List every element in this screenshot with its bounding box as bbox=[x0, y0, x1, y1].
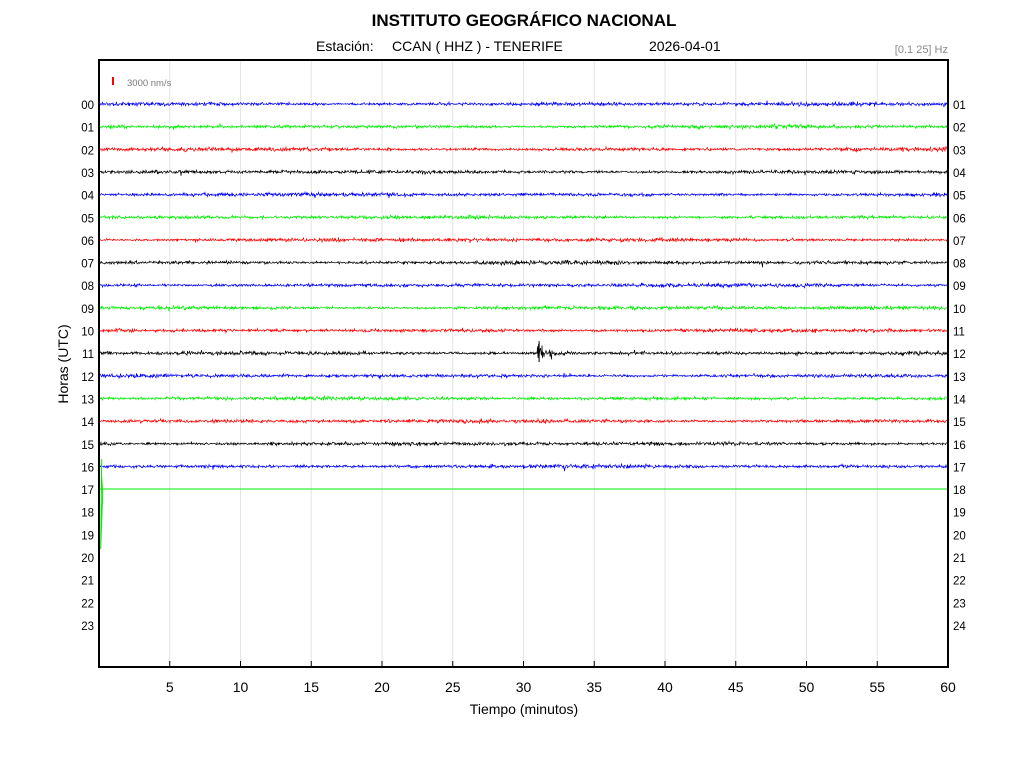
hour-label-right: 03 bbox=[953, 145, 966, 157]
hour-label-left: 15 bbox=[81, 440, 94, 452]
hour-label-left: 22 bbox=[81, 598, 94, 610]
hour-label-right: 11 bbox=[953, 327, 965, 339]
hour-label-left: 18 bbox=[81, 508, 94, 520]
scale-label: 3000 nm/s bbox=[127, 78, 172, 89]
x-axis-label: Tiempo (minutos) bbox=[470, 701, 578, 717]
hour-label-right: 09 bbox=[953, 281, 966, 293]
trace-hour-01 bbox=[98, 123, 949, 131]
trace-hour-16 bbox=[98, 462, 949, 472]
trace-hour-03 bbox=[98, 168, 948, 176]
trace-hour-13 bbox=[98, 394, 949, 402]
hour-label-left: 20 bbox=[81, 553, 94, 565]
right-hour-ticks: 01 02 03 04 05 06 07 08 09 10 11 12 13 14 15 16 17 18 19 20… bbox=[953, 100, 966, 633]
trace-hour-05 bbox=[98, 214, 949, 221]
hour-label-left: 02 bbox=[81, 145, 94, 157]
x-tick-label: 40 bbox=[657, 679, 673, 695]
x-tick-label: 10 bbox=[233, 679, 249, 695]
hour-label-right: 08 bbox=[953, 259, 966, 271]
trace-hour-00 bbox=[98, 100, 949, 108]
trace-hour-15 bbox=[98, 440, 949, 447]
hour-label-right: 24 bbox=[953, 621, 966, 633]
grid-lines bbox=[169, 60, 878, 667]
hour-label-left: 23 bbox=[81, 621, 94, 633]
x-axis-ticks: 5 10 15 20 25 30 35 40 45 50 55 60 bbox=[166, 661, 956, 695]
trace-hour-07 bbox=[98, 259, 949, 268]
hour-label-left: 00 bbox=[81, 100, 94, 112]
station-label: Estación: bbox=[316, 38, 374, 54]
x-tick-label: 60 bbox=[940, 679, 956, 695]
left-hour-ticks: 00 01 02 03 04 05 06 07 08 09 10 11 12 13 14 15 16 17 18 19… bbox=[81, 100, 94, 633]
hour-label-left: 21 bbox=[81, 576, 94, 588]
trace-hour-04 bbox=[98, 190, 949, 199]
hour-label-left: 06 bbox=[81, 236, 94, 248]
hour-label-left: 03 bbox=[81, 168, 94, 180]
trace-hour-12 bbox=[98, 372, 949, 380]
x-tick-label: 50 bbox=[799, 679, 815, 695]
hour-label-right: 19 bbox=[953, 508, 966, 520]
trace-group bbox=[98, 100, 949, 550]
hour-label-left: 16 bbox=[81, 462, 94, 474]
x-tick-label: 25 bbox=[445, 679, 461, 695]
trace-hour-06 bbox=[98, 236, 949, 244]
hour-label-left: 07 bbox=[81, 259, 94, 271]
hour-label-right: 05 bbox=[953, 191, 966, 203]
hour-label-right: 17 bbox=[953, 462, 966, 474]
trace-hour-02 bbox=[98, 145, 949, 154]
hour-label-left: 08 bbox=[81, 281, 94, 293]
event-spike bbox=[100, 458, 104, 550]
station-name: CCAN ( HHZ ) - TENERIFE bbox=[392, 38, 563, 54]
hour-label-right: 02 bbox=[953, 123, 966, 135]
hour-label-left: 12 bbox=[81, 372, 94, 384]
hour-label-left: 17 bbox=[81, 485, 94, 497]
trace-hour-10 bbox=[98, 327, 949, 334]
filter-band: [0.1 25] Hz bbox=[895, 44, 948, 56]
hour-label-left: 10 bbox=[81, 327, 94, 339]
x-tick-label: 20 bbox=[374, 679, 390, 695]
hour-label-right: 13 bbox=[953, 372, 966, 384]
hour-label-left: 19 bbox=[81, 530, 94, 542]
hour-label-left: 09 bbox=[81, 304, 94, 316]
x-tick-label: 55 bbox=[869, 679, 885, 695]
hour-label-right: 18 bbox=[953, 485, 966, 497]
record-date: 2026-04-01 bbox=[649, 38, 721, 54]
hour-label-left: 14 bbox=[81, 417, 94, 429]
trace-hour-09 bbox=[98, 304, 949, 312]
hour-label-right: 22 bbox=[953, 576, 966, 588]
hour-label-left: 05 bbox=[81, 213, 94, 225]
hour-label-right: 20 bbox=[953, 530, 966, 542]
scale-bar bbox=[112, 77, 114, 85]
hour-label-right: 10 bbox=[953, 304, 966, 316]
trace-hour-14 bbox=[98, 417, 949, 425]
hour-label-right: 04 bbox=[953, 168, 966, 180]
chart-title: INSTITUTO GEOGRÁFICO NACIONAL bbox=[372, 11, 677, 30]
trace-hour-08 bbox=[98, 281, 949, 289]
hour-label-right: 12 bbox=[953, 349, 966, 361]
x-tick-label: 15 bbox=[303, 679, 319, 695]
hour-label-left: 11 bbox=[82, 349, 94, 361]
trace-hour-11 bbox=[98, 343, 949, 360]
hour-label-right: 21 bbox=[953, 553, 966, 565]
hour-label-right: 23 bbox=[953, 598, 966, 610]
hour-label-right: 15 bbox=[953, 417, 966, 429]
hour-label-left: 01 bbox=[81, 123, 94, 135]
hour-label-left: 04 bbox=[81, 191, 94, 203]
x-tick-label: 45 bbox=[728, 679, 744, 695]
hour-label-right: 14 bbox=[953, 394, 966, 406]
x-tick-label: 35 bbox=[586, 679, 602, 695]
hour-label-right: 06 bbox=[953, 213, 966, 225]
hour-label-right: 07 bbox=[953, 236, 966, 248]
x-tick-label: 5 bbox=[166, 679, 174, 695]
hour-label-left: 13 bbox=[81, 394, 94, 406]
hour-label-right: 01 bbox=[953, 100, 966, 112]
hour-label-right: 16 bbox=[953, 440, 966, 452]
x-tick-label: 30 bbox=[516, 679, 532, 695]
y-axis-label: Horas (UTC) bbox=[55, 324, 71, 403]
